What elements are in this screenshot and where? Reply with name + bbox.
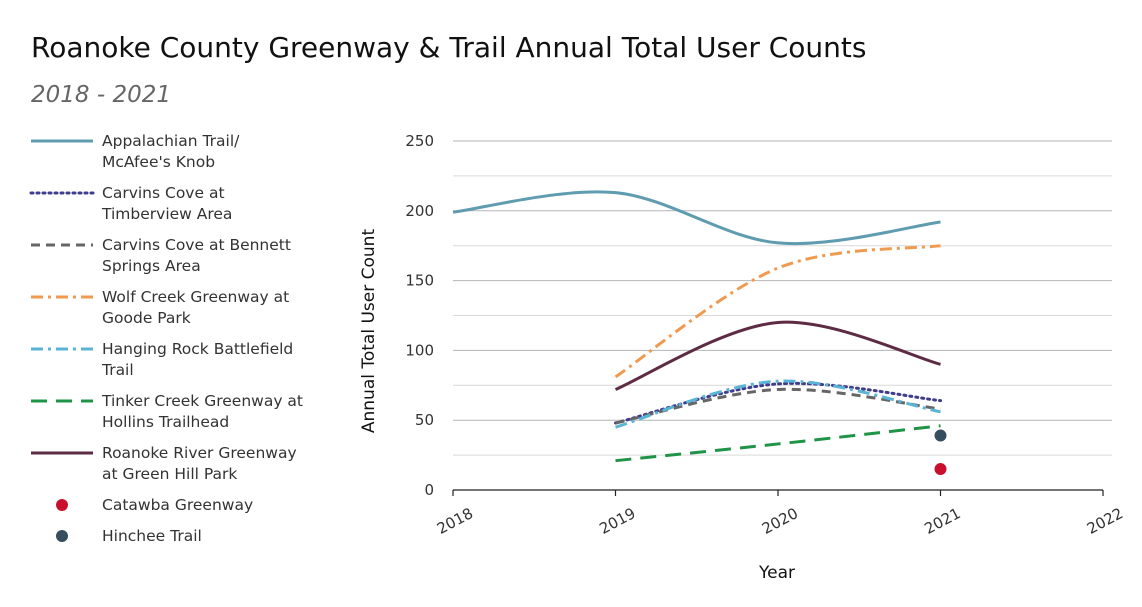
legend-label-line: Springs Area bbox=[102, 257, 201, 275]
legend-label: Hanging Rock Battlefield Trail bbox=[101, 340, 293, 379]
series-line-hanging-rock-battlefield-trail bbox=[615, 379, 941, 429]
legend-label: Tinker Creek Greenway at Hollins Trailhea… bbox=[101, 392, 303, 431]
y-tick-label: 150 bbox=[405, 272, 434, 290]
data-point-hinchee-trail bbox=[934, 429, 947, 442]
legend-label-line: Appalachian Trail/ bbox=[102, 132, 240, 150]
legend-label-line: Carvins Cove at Bennett bbox=[102, 236, 291, 254]
legend-label: Carvins Cove at Timberview Area bbox=[101, 184, 232, 223]
legend-swatch bbox=[56, 499, 68, 511]
legend-label-line: Roanoke River Greenway bbox=[102, 444, 297, 462]
legend-label: Hinchee Trail bbox=[102, 527, 202, 545]
legend-label-line: Goode Park bbox=[102, 309, 191, 327]
y-axis-title: Annual Total User Count bbox=[359, 229, 379, 434]
series-line-tinker-creek-greenway-at-hollins-trailhead bbox=[615, 424, 941, 463]
legend-item-hanging-rock-battlefield-trail: Hanging Rock Battlefield Trail bbox=[31, 340, 293, 379]
chart-subtitle: 2018 - 2021 bbox=[31, 82, 171, 108]
legend-label-line: Catawba Greenway bbox=[102, 496, 253, 514]
legend-item-appalachian-trail-mcafee-s-knob: Appalachian Trail/McAfee's Knob bbox=[31, 132, 240, 171]
legend-item-catawba-greenway: Catawba Greenway bbox=[56, 496, 253, 514]
legend-label-line: Hinchee Trail bbox=[102, 527, 202, 545]
x-axis-title: Year bbox=[758, 563, 795, 583]
legend-label-line: Hanging Rock Battlefield bbox=[102, 340, 293, 358]
axes: 0 50 100 150 200 250 2018 2019 2020 2021 2022 bbox=[405, 132, 1126, 538]
series-line-carvins-cove-at-bennett-springs-area bbox=[615, 387, 941, 425]
series-group bbox=[452, 190, 947, 476]
legend-label: Wolf Creek Greenway at Goode Park bbox=[102, 288, 289, 327]
legend-item-wolf-creek-greenway-at-goode-park: Wolf Creek Greenway at Goode Park bbox=[31, 288, 289, 327]
y-tick-label: 0 bbox=[424, 481, 434, 499]
y-tick-label: 100 bbox=[405, 341, 434, 359]
x-tick-label: 2019 bbox=[596, 504, 638, 538]
legend-label-line: Hollins Trailhead bbox=[102, 413, 229, 431]
data-point-catawba-greenway bbox=[934, 463, 947, 476]
legend-label-line: Carvins Cove at bbox=[102, 184, 225, 202]
grid bbox=[453, 140, 1112, 456]
series-line-appalachian-trail-mcafee-s-knob bbox=[452, 190, 941, 246]
legend: Appalachian Trail/McAfee's Knob Carvins C… bbox=[29, 132, 303, 545]
legend-label: Carvins Cove at Bennett Springs Area bbox=[102, 236, 291, 275]
legend-label-line: Wolf Creek Greenway at bbox=[102, 288, 289, 306]
legend-label: Appalachian Trail/McAfee's Knob bbox=[102, 132, 240, 171]
legend-label-line: Timberview Area bbox=[101, 205, 232, 223]
x-tick-label: 2018 bbox=[434, 504, 476, 538]
y-tick-label: 200 bbox=[405, 202, 434, 220]
legend-label-line: at Green Hill Park bbox=[102, 465, 237, 483]
legend-item-carvins-cove-at-bennett-springs-area: Carvins Cove at Bennett Springs Area bbox=[31, 236, 291, 275]
x-tick-label: 2021 bbox=[921, 504, 963, 538]
legend-item-tinker-creek-greenway-at-hollins-trailhead: Tinker Creek Greenway at Hollins Trailhea… bbox=[31, 392, 303, 431]
series-line-roanoke-river-greenway-at-green-hill-park bbox=[614, 320, 941, 391]
legend-label-line: McAfee's Knob bbox=[102, 153, 215, 171]
x-tick-label: 2022 bbox=[1084, 504, 1126, 538]
legend-item-hinchee-trail: Hinchee Trail bbox=[56, 527, 202, 545]
series-line-carvins-cove-at-timberview-area bbox=[614, 381, 942, 425]
legend-label-line: Trail bbox=[101, 361, 134, 379]
x-tick-label: 2020 bbox=[759, 504, 801, 538]
legend-label-line: Tinker Creek Greenway at bbox=[101, 392, 303, 410]
series-line-wolf-creek-greenway-at-goode-park bbox=[614, 244, 941, 379]
legend-swatch bbox=[56, 530, 68, 542]
chart-title: Roanoke County Greenway & Trail Annual T… bbox=[31, 31, 867, 64]
y-tick-label: 50 bbox=[415, 411, 434, 429]
legend-label: Catawba Greenway bbox=[102, 496, 253, 514]
legend-item-roanoke-river-greenway-at-green-hill-park: Roanoke River Greenway at Green Hill Park bbox=[31, 444, 297, 483]
legend-item-carvins-cove-at-timberview-area: Carvins Cove at Timberview Area bbox=[29, 184, 232, 223]
y-tick-label: 250 bbox=[405, 132, 434, 150]
legend-label: Roanoke River Greenway at Green Hill Park bbox=[102, 444, 297, 483]
